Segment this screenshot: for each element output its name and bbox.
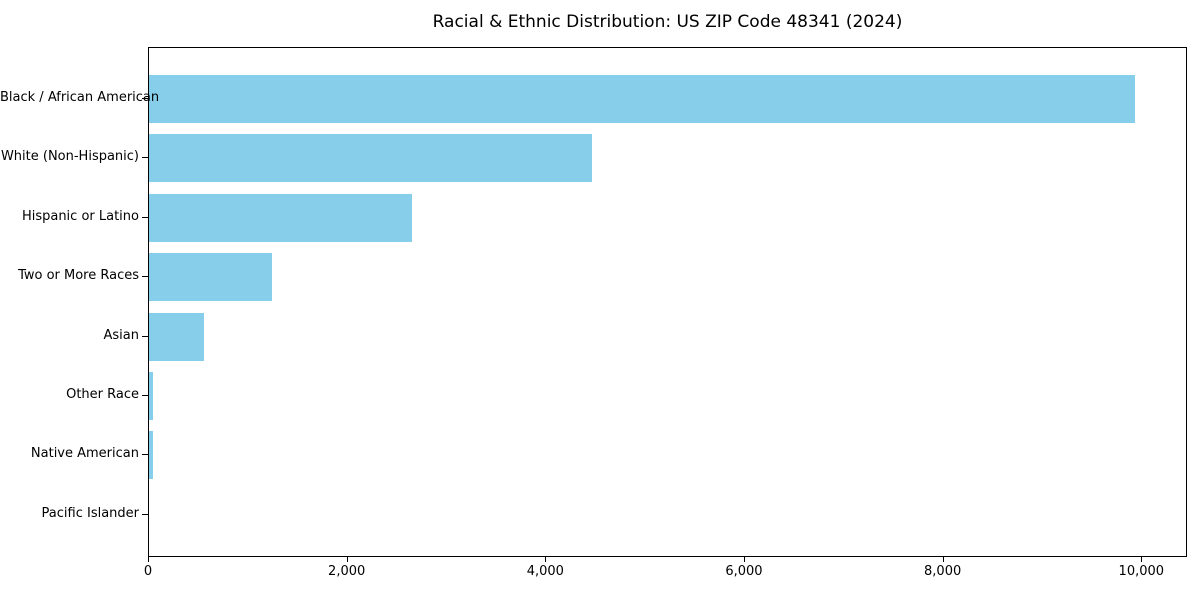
y-tick-mark [142,276,148,278]
y-tick-mark [142,216,148,218]
y-tick-mark [142,157,148,159]
x-tick-mark [942,557,944,562]
y-tick-label-asian: Asian [103,327,139,343]
bar-two-or-more-races [149,253,273,302]
y-tick-label-hispanic-or-latino: Hispanic or Latino [21,208,139,224]
y-axis: Black / African American White (Non-Hispa… [0,0,160,600]
plot-area [148,47,1187,557]
y-tick-mark [142,513,148,515]
x-tick-label-10-000: 10,000 [1118,564,1165,579]
y-tick-mark [142,454,148,456]
y-tick-label-black-african-american: Black / African American [0,90,160,105]
y-tick-mark [142,395,148,396]
x-tick-mark [148,557,149,562]
y-tick-label-other-race: Other Race [66,387,139,402]
bar-asian [149,312,204,361]
x-tick-mark [346,557,348,562]
y-tick-label-native-american: Native American [30,446,139,462]
x-tick-label-8-000: 8,000 [924,564,962,579]
bar-black-african-american [149,75,1136,123]
x-tick-label-2-000: 2,000 [328,564,366,579]
y-tick-label-pacific-islander: Pacific Islander [41,505,139,521]
x-tick-mark [545,557,547,562]
bar-white-non-hispanic [149,134,592,183]
bar-hispanic-or-latino [149,193,412,242]
y-tick-label-white-non-hispanic: White (Non-Hispanic) [0,149,139,165]
x-tick-label-0: 0 [143,564,153,579]
x-tick-mark [743,557,745,562]
x-tick-mark [1141,557,1143,562]
x-tick-label-4-000: 4,000 [526,564,564,579]
y-tick-mark [142,98,148,99]
y-tick-label-two-or-more-races: Two or More Races [18,268,139,284]
bar-native-american [149,431,154,480]
y-tick-mark [142,335,148,337]
x-tick-label-6-000: 6,000 [725,564,763,579]
chart-title: Racial & Ethnic Distribution: US ZIP Cod… [432,12,903,32]
bar-other-race [149,372,153,420]
